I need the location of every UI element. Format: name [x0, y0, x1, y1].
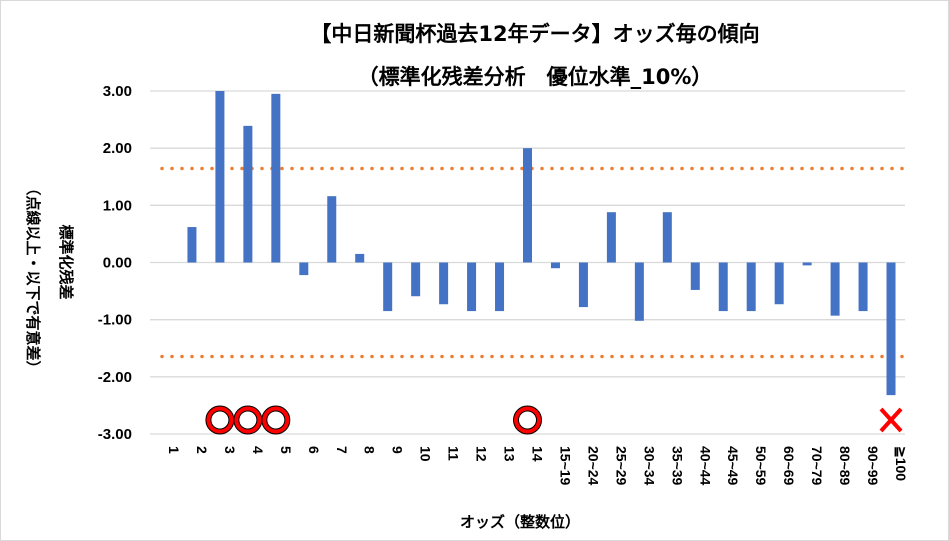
x-tick-label: ≧100: [893, 446, 909, 481]
x-tick-label: 13: [502, 446, 518, 462]
bar-8: [355, 253, 365, 263]
chart-subtitle: （標準化残差分析 優位水準_10%）: [358, 65, 713, 89]
cross-marker: [879, 407, 903, 433]
y-axis-label: 標準化残差: [57, 224, 75, 299]
bar-90~99: [858, 262, 868, 312]
x-tick-label: 90~99: [865, 446, 881, 486]
bar-35~39: [662, 212, 672, 263]
bar-40~44: [690, 262, 700, 290]
x-tick-label: 60~69: [781, 446, 797, 486]
bar-10: [411, 262, 421, 297]
x-tick-label: 80~89: [837, 446, 853, 486]
x-tick-label: 30~34: [641, 446, 657, 486]
bar-15~19: [550, 262, 560, 269]
chart-title: 【中日新聞杯過去12年データ】オッズ毎の傾向: [310, 22, 759, 46]
bar-80~89: [830, 262, 840, 316]
circle-marker: [206, 406, 234, 434]
x-tick-label: 8: [362, 446, 378, 454]
y-tick-label: 0.00: [103, 255, 132, 272]
x-tick-label: 45~49: [725, 446, 741, 486]
x-tick-label: 5: [278, 446, 294, 454]
x-tick-label: 6: [306, 446, 322, 454]
x-tick-label: 12: [474, 446, 490, 462]
bar-45~49: [718, 262, 728, 312]
bar-7: [327, 196, 337, 263]
x-tick-label: 7: [334, 446, 350, 454]
bar-20~24: [578, 262, 588, 308]
x-tick-label: 11: [446, 446, 462, 461]
bar-3: [215, 91, 225, 263]
circle-marker: [262, 406, 290, 434]
x-tick-label: 50~59: [753, 446, 769, 486]
bar-4: [243, 125, 253, 263]
bar-5: [271, 93, 281, 263]
bar-60~69: [774, 262, 784, 305]
x-tick-label: 14: [530, 446, 546, 462]
y-tick-label: 2.00: [103, 140, 132, 157]
x-tick-label: 10: [418, 446, 434, 462]
x-tick-label: 70~79: [809, 446, 825, 486]
y-axis-note: （点線以上・以下で有意差）: [24, 180, 42, 375]
y-tick-label: 3.00: [103, 83, 132, 100]
x-tick-label: 2: [194, 446, 210, 454]
x-tick-label: 40~44: [697, 446, 713, 486]
y-tick-label: -2.00: [98, 369, 132, 386]
bar-70~79: [802, 262, 812, 266]
x-tick-label: 1: [166, 446, 182, 454]
circle-marker: [234, 406, 262, 434]
bar-6: [299, 262, 309, 276]
bar-30~34: [634, 262, 644, 321]
x-tick-label: 35~39: [669, 446, 685, 486]
circle-marker: [514, 406, 541, 434]
y-tick-label: -1.00: [98, 312, 132, 329]
bar-2: [187, 227, 197, 263]
bar-25~29: [606, 212, 616, 263]
y-tick-label: -3.00: [98, 426, 132, 443]
x-tick-label: 20~24: [585, 446, 601, 486]
y-tick-label: 1.00: [103, 197, 132, 214]
x-axis-label: オッズ（整数位）: [460, 513, 580, 531]
bar-9: [383, 262, 393, 312]
x-tick-label: 9: [390, 446, 406, 454]
bar-50~59: [746, 262, 756, 312]
x-tick-label: 4: [250, 446, 266, 454]
bar-≧100: [886, 262, 896, 396]
x-tick-label: 3: [222, 446, 238, 454]
bar-11: [439, 262, 449, 305]
bar-12: [467, 262, 477, 312]
x-tick-label: 25~29: [613, 446, 629, 486]
bar-13: [495, 262, 505, 312]
x-tick-label: 15~19: [557, 446, 573, 486]
bar-14: [523, 148, 532, 263]
